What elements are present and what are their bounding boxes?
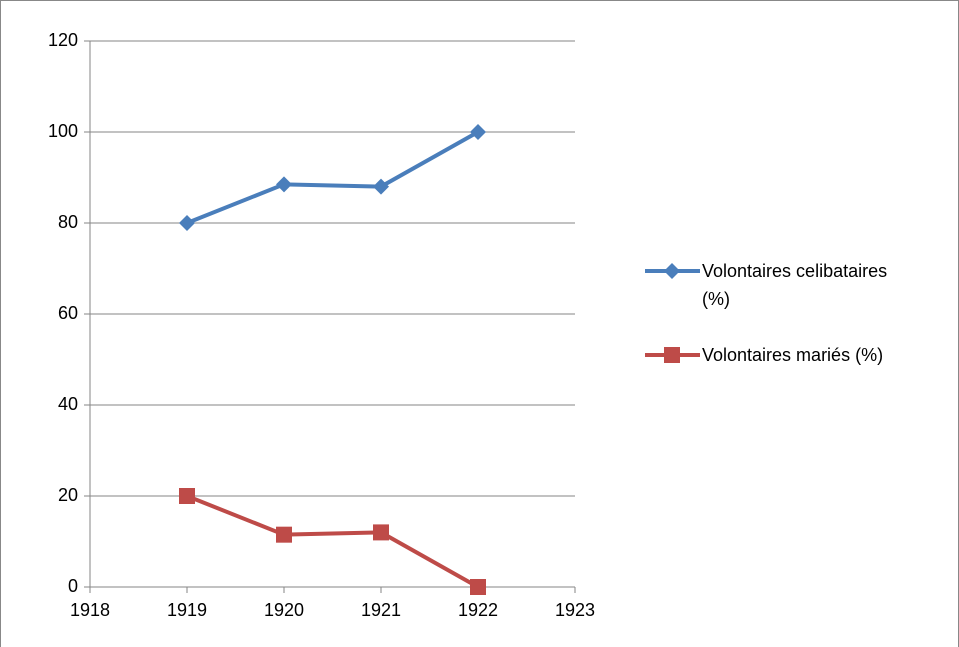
point xyxy=(470,124,486,140)
x-tick-label: 1922 xyxy=(458,600,498,620)
legend-label: Volontaires celibataires (%) xyxy=(702,261,888,309)
point xyxy=(470,579,486,595)
point xyxy=(373,178,389,195)
point xyxy=(276,526,292,543)
point xyxy=(179,215,195,231)
point xyxy=(276,176,292,193)
x-tick-label: 1918 xyxy=(70,600,110,620)
y-tick-label: 40 xyxy=(58,394,78,414)
x-tick-label: 1921 xyxy=(361,600,401,620)
legend-label: Volontaires mariés (%) xyxy=(702,345,884,365)
legend-marker xyxy=(664,347,680,363)
y-tick-label: 100 xyxy=(48,121,78,141)
y-tick-label: 60 xyxy=(58,303,78,323)
legend-marker xyxy=(664,263,680,279)
x-tick-label: 1920 xyxy=(264,600,304,620)
x-tick-label: 1919 xyxy=(167,600,207,620)
point xyxy=(179,488,195,504)
y-tick-label: 0 xyxy=(68,576,78,596)
y-tick-label: 20 xyxy=(58,485,78,505)
x-tick-label: 1923 xyxy=(555,600,595,620)
series-line xyxy=(186,130,479,225)
series-line xyxy=(186,494,479,589)
y-tick-label: 80 xyxy=(58,212,78,232)
y-tick-label: 120 xyxy=(48,30,78,50)
point xyxy=(373,524,389,541)
